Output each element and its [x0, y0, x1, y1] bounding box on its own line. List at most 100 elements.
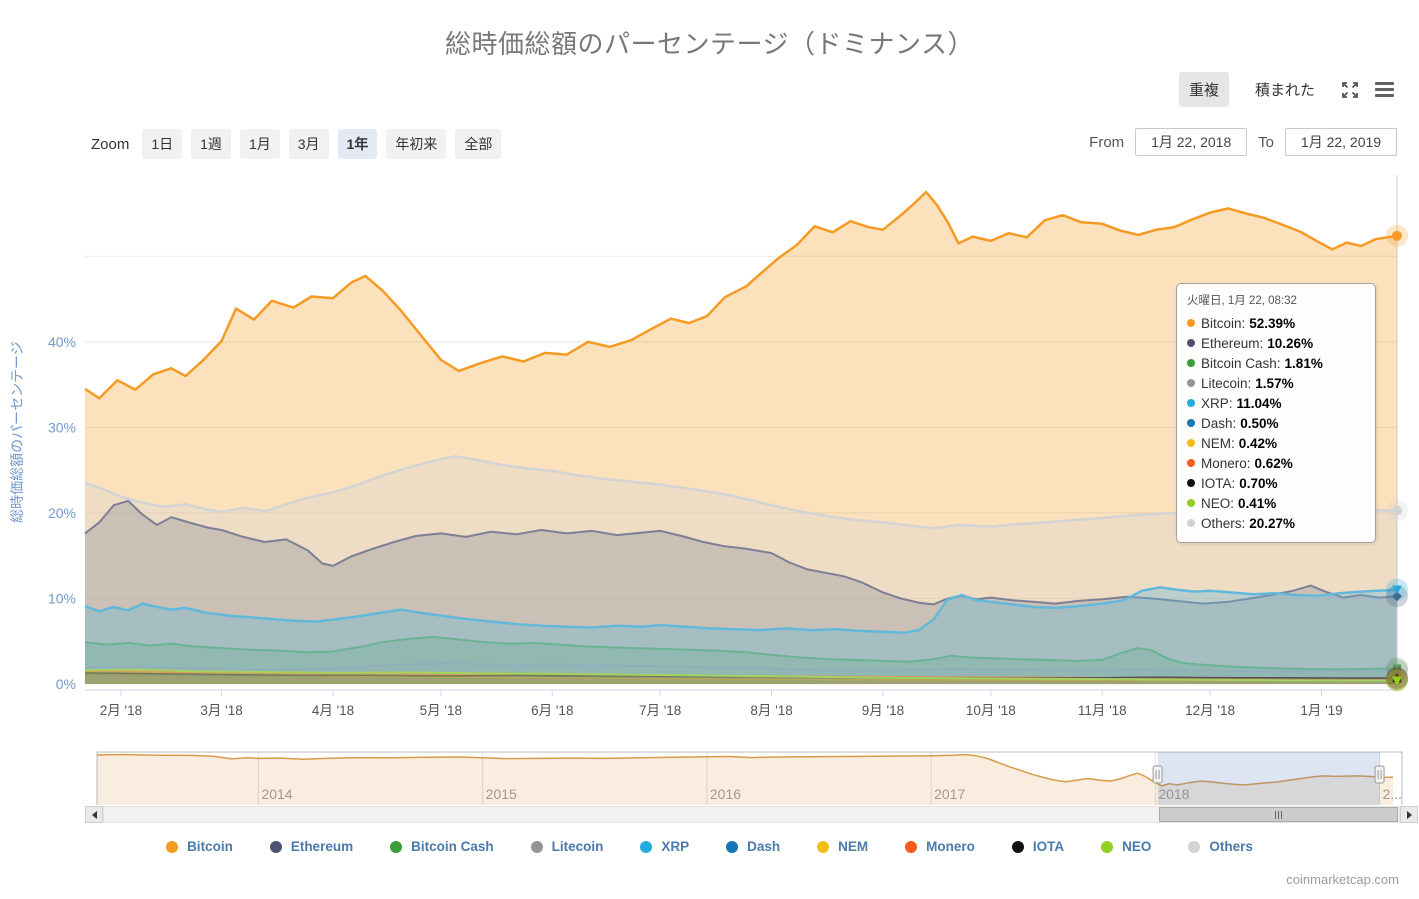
x-axis-label: 1月 '19 [1300, 703, 1342, 718]
legend-label: IOTA [1032, 839, 1065, 854]
legend-label: Litecoin [551, 839, 604, 854]
x-axis-label: 11月 '18 [1078, 703, 1127, 718]
legend-label: Dash [747, 839, 781, 854]
y-axis-label: 10% [48, 590, 76, 606]
tooltip-row: Others: 20.27% [1187, 513, 1365, 533]
mode-overlap-button[interactable]: 重複 [1178, 72, 1229, 107]
series-color-dot [1187, 519, 1195, 527]
tooltip-series-name: Ethereum: [1201, 335, 1264, 351]
legend-color-dot [726, 840, 739, 853]
tooltip-row: Monero: 0.62% [1187, 453, 1365, 473]
mode-stacked-button[interactable]: 積まれた [1254, 82, 1315, 99]
to-date-input[interactable] [1285, 128, 1397, 156]
tooltip-series-name: Monero: [1201, 455, 1251, 471]
series-marker-others [1392, 505, 1402, 516]
series-marker-xrp [1392, 585, 1402, 595]
series-color-dot [1187, 499, 1195, 507]
zoom-controls: Zoom 1日 1週 1月 3月 1年 年初来 全部 [91, 129, 502, 159]
navigator-outline [96, 751, 1403, 805]
tooltip-series-value: 20.27% [1249, 515, 1296, 531]
x-axis-label: 9月 '18 [862, 703, 904, 718]
zoom-range-button[interactable]: 3月 [288, 129, 329, 159]
legend-item-others[interactable]: Others [1188, 839, 1253, 854]
tooltip-series-value: 10.26% [1267, 335, 1314, 351]
legend-label: XRP [661, 839, 690, 854]
scrollbar-track[interactable] [103, 806, 1400, 823]
series-area-iota [85, 672, 1397, 684]
tooltip-series-value: 1.81% [1284, 355, 1323, 371]
tooltip-series-name: NEM: [1201, 435, 1235, 451]
navigator-year-label: 2016 [710, 786, 741, 802]
series-marker-litecoin [1392, 665, 1402, 675]
legend-item-ethereum[interactable]: Ethereum [269, 839, 353, 854]
legend-item-dash[interactable]: Dash [726, 839, 780, 854]
series-line-bitcoin [84, 190, 1398, 400]
series-color-dot [1187, 459, 1195, 467]
scrollbar-right-arrow[interactable] [1400, 806, 1418, 823]
y-axis-label: 30% [48, 419, 76, 435]
x-axis-label: 10月 '18 [966, 703, 1016, 718]
date-range-controls: From To [1089, 128, 1397, 156]
x-axis-label: 7月 '18 [639, 703, 681, 718]
zoom-range-button[interactable]: 1週 [191, 129, 231, 159]
zoom-range-button[interactable]: 全部 [455, 129, 502, 159]
legend-item-neo[interactable]: NEO [1101, 839, 1151, 854]
legend-item-iota[interactable]: IOTA [1011, 839, 1065, 854]
page-title: 総時価総額のパーセンテージ（ドミナンス） [445, 29, 974, 59]
tooltip-series-value: 1.57% [1255, 375, 1294, 391]
legend-item-monero[interactable]: Monero [905, 839, 975, 854]
to-label: To [1258, 133, 1274, 151]
watermark-credit: coinmarketcap.com [1286, 872, 1399, 887]
tooltip-row: Bitcoin Cash: 1.81% [1187, 353, 1365, 373]
zoom-range-button[interactable]: 1日 [142, 129, 183, 159]
legend-item-litecoin[interactable]: Litecoin [530, 839, 604, 854]
hamburger-menu-icon[interactable] [1375, 82, 1394, 97]
series-area-bitcoin [85, 192, 1397, 684]
y-axis-label: 0% [56, 676, 76, 692]
legend-color-dot [1188, 840, 1201, 853]
tooltip-series-value: 0.62% [1254, 455, 1293, 471]
legend-item-nem[interactable]: NEM [817, 839, 868, 854]
navigator-selected-range[interactable] [1157, 752, 1380, 805]
x-axis-label: 5月 '18 [420, 703, 462, 718]
tooltip-series-value: 0.41% [1238, 495, 1277, 511]
navigator-handle-left[interactable] [1152, 765, 1163, 784]
tooltip-row: Dash: 0.50% [1187, 413, 1365, 433]
zoom-button-group: 1日 1週 1月 3月 1年 年初来 全部 [142, 129, 502, 159]
legend-item-bitcoin[interactable]: Bitcoin [166, 839, 233, 854]
series-line-others [84, 455, 1398, 530]
legend-item-bitcoin-cash[interactable]: Bitcoin Cash [390, 839, 494, 854]
legend-item-xrp[interactable]: XRP [640, 839, 689, 854]
tooltip-series-value: 52.39% [1249, 315, 1296, 331]
fullscreen-icon[interactable] [1341, 81, 1359, 99]
zoom-range-button[interactable]: 1月 [239, 129, 280, 159]
from-date-input[interactable] [1135, 128, 1248, 156]
series-color-dot [1187, 419, 1195, 427]
series-color-dot [1187, 379, 1195, 387]
navigator-year-label: 2015 [486, 786, 517, 802]
tooltip-row: Bitcoin: 52.39% [1187, 313, 1365, 333]
scrollbar-thumb[interactable] [1158, 807, 1398, 822]
navigator-series-line [96, 753, 1394, 787]
tooltip-series-name: XRP: [1201, 395, 1233, 411]
x-axis-label: 4月 '18 [312, 703, 354, 718]
scrollbar-left-arrow[interactable] [85, 806, 103, 823]
zoom-range-button[interactable]: 年初来 [386, 129, 447, 159]
zoom-range-button[interactable]: 1年 [337, 129, 378, 159]
series-line-neo [84, 668, 1398, 682]
legend-color-dot [817, 840, 830, 853]
tooltip-series-value: 11.04% [1236, 395, 1282, 411]
legend-color-dot [390, 840, 403, 853]
x-axis-label: 3月 '18 [200, 703, 242, 718]
tooltip-row: NEO: 0.41% [1187, 493, 1365, 513]
x-axis-label: 12月 '18 [1185, 703, 1235, 718]
tooltip-series-name: Litecoin: [1201, 375, 1252, 391]
navigator-handle-right[interactable] [1374, 765, 1385, 784]
tooltip-series-name: Dash: [1201, 415, 1237, 431]
series-marker-bitcoin [1392, 230, 1402, 241]
series-color-dot [1187, 479, 1195, 487]
tooltip-series-name: Bitcoin: [1201, 315, 1246, 331]
series-color-dot [1187, 339, 1195, 347]
legend-color-dot [1011, 840, 1024, 853]
